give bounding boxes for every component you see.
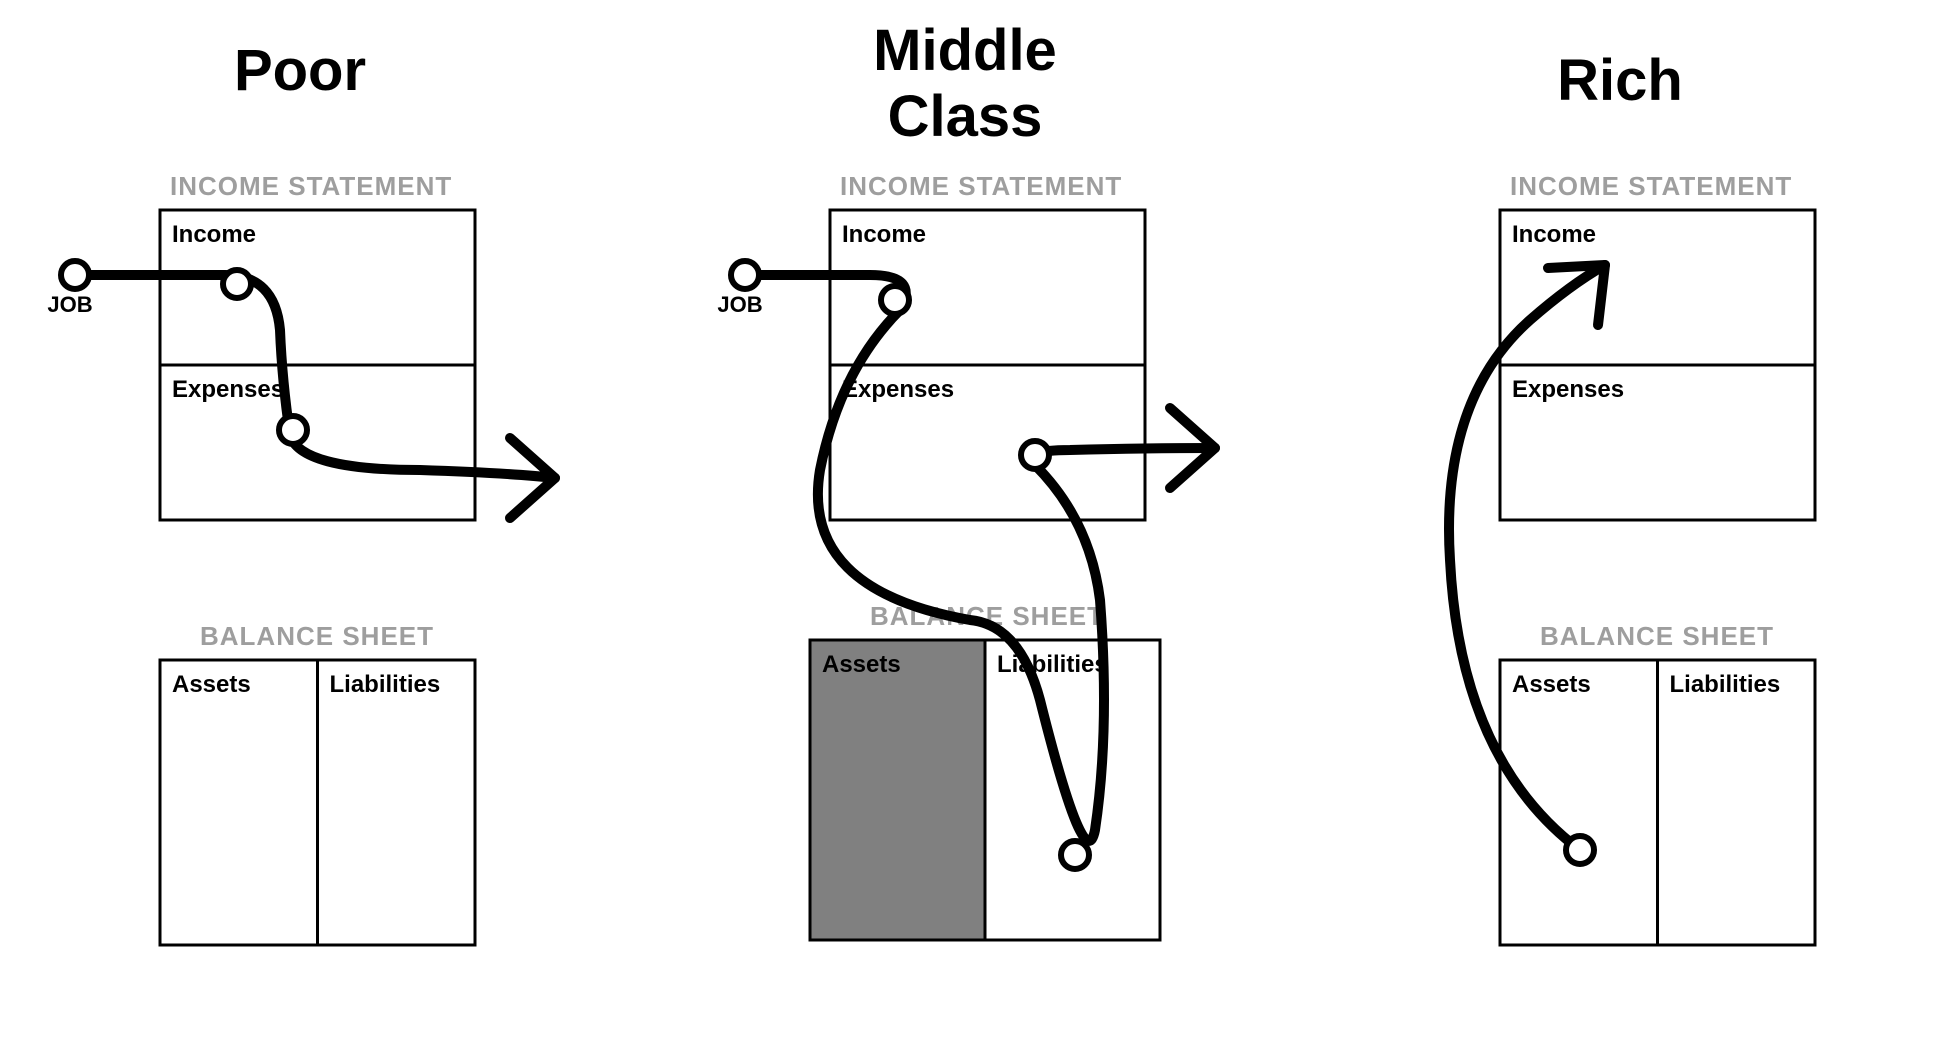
job-label-middle: JOB <box>717 292 762 317</box>
balance-sheet-header-poor: BALANCE SHEET <box>200 621 434 651</box>
assets-label-poor: Assets <box>172 671 251 698</box>
assets-label-rich: Assets <box>1512 671 1591 698</box>
panel-rich: Rich INCOME STATEMENT Income Expenses BALANC… <box>1449 48 1815 945</box>
assets-shaded-middle <box>810 640 985 940</box>
flow-node-rich-0 <box>1566 836 1594 864</box>
panel-poor: Poor INCOME STATEMENT Income Expenses BALANC… <box>47 38 555 945</box>
panel-middle: MiddleClass INCOME STATEMENT Income Expense… <box>717 18 1215 940</box>
income-label-poor: Income <box>172 221 256 248</box>
balance-sheet-header-rich: BALANCE SHEET <box>1540 621 1774 651</box>
flow-node-poor-1 <box>223 270 251 298</box>
title-rich-line0: Rich <box>1557 48 1683 113</box>
income-statement-header-rich: INCOME STATEMENT <box>1510 171 1792 201</box>
liabilities-label-poor: Liabilities <box>330 671 441 698</box>
income-statement-header-middle: INCOME STATEMENT <box>840 171 1122 201</box>
flow-node-middle-0 <box>731 261 759 289</box>
liabilities-label-middle: Liabilities <box>997 651 1108 678</box>
income-statement-header-poor: INCOME STATEMENT <box>170 171 452 201</box>
title-middle-line0: Middle <box>873 18 1057 83</box>
income-label-middle: Income <box>842 221 926 248</box>
title-poor-line0: Poor <box>234 38 366 103</box>
expenses-label-middle: Expenses <box>842 376 954 403</box>
income-label-rich: Income <box>1512 221 1596 248</box>
title-middle-line1: Class <box>888 84 1043 149</box>
flow-node-middle-1 <box>881 286 909 314</box>
flow-node-poor-2 <box>279 416 307 444</box>
expenses-label-poor: Expenses <box>172 376 284 403</box>
job-label-poor: JOB <box>47 292 92 317</box>
assets-label-middle: Assets <box>822 651 901 678</box>
flow-node-middle-3 <box>1061 841 1089 869</box>
expenses-label-rich: Expenses <box>1512 376 1624 403</box>
flow-node-middle-2 <box>1021 441 1049 469</box>
liabilities-label-rich: Liabilities <box>1670 671 1781 698</box>
flow-node-poor-0 <box>61 261 89 289</box>
